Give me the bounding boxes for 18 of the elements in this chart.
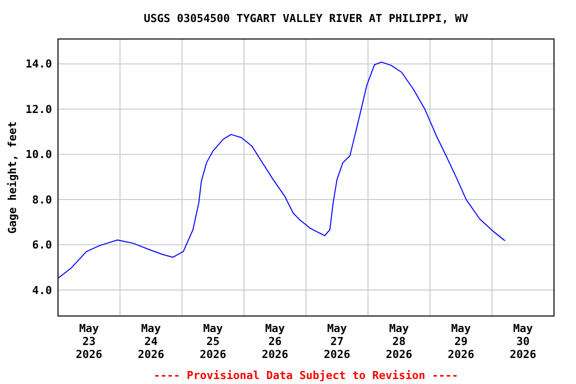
line-series xyxy=(58,62,506,279)
x-tick-label: May 28 2026 xyxy=(386,322,413,361)
chart-title: USGS 03054500 TYGART VALLEY RIVER AT PHILIPPI, WV xyxy=(144,12,469,25)
x-tick-label: May 26 2026 xyxy=(262,322,289,361)
y-axis-title: Gage height, feet xyxy=(6,121,19,234)
y-tick-label: 14.0 xyxy=(26,58,52,71)
y-tick-label: 10.0 xyxy=(26,148,52,162)
x-tick-label: May 24 2026 xyxy=(138,322,165,361)
x-tick-label: May 30 2026 xyxy=(510,322,537,361)
y-tick-label: 4.0 xyxy=(32,284,52,297)
y-tick-label: 12.0 xyxy=(26,102,52,116)
x-tick-label: May 27 2026 xyxy=(324,322,351,361)
x-tick-label: May 23 2026 xyxy=(76,322,103,361)
y-tick-label: 6.0 xyxy=(32,238,52,252)
y-tick-label: 8.0 xyxy=(32,193,52,206)
x-tick-label: May 25 2026 xyxy=(200,322,227,361)
x-tick-label: May 29 2026 xyxy=(448,322,475,361)
text: ---- Provisional Data Subject to Revision ---- xyxy=(154,369,458,382)
